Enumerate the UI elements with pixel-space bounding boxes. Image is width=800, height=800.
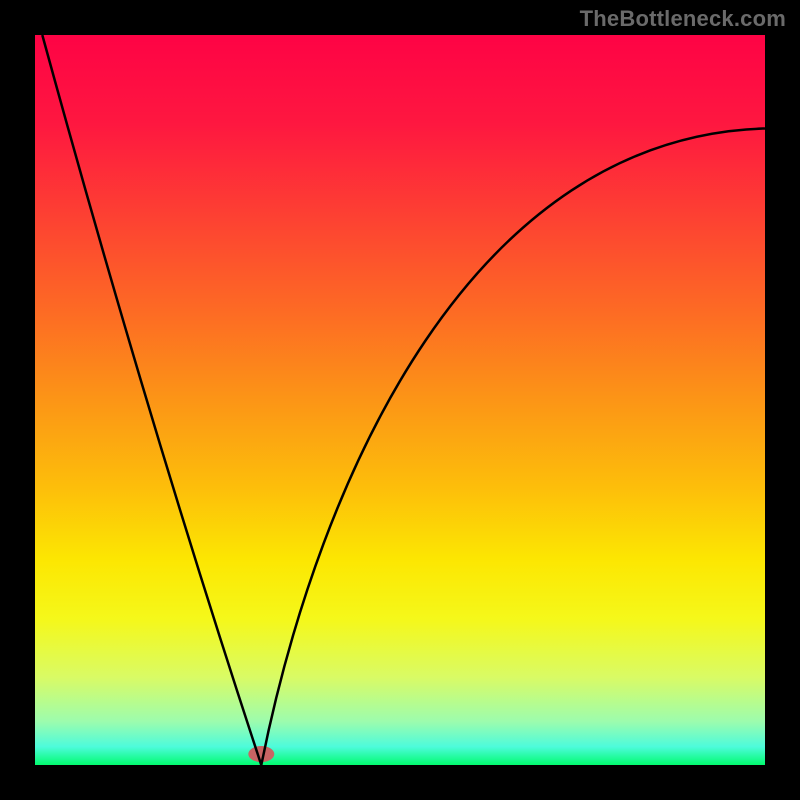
plot-background xyxy=(35,35,765,765)
watermark-text: TheBottleneck.com xyxy=(580,6,786,32)
bottleneck-chart xyxy=(0,0,800,800)
